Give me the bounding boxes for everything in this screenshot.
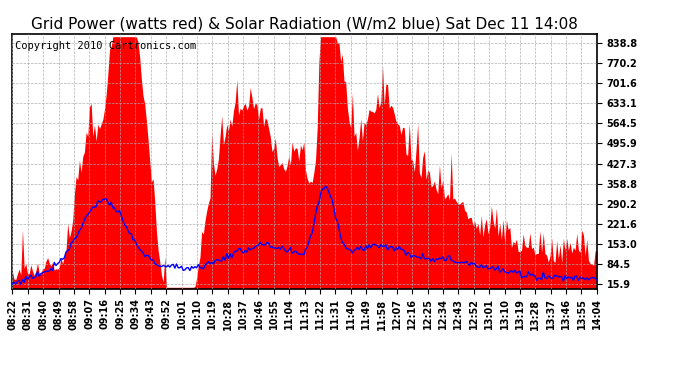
Text: Copyright 2010 Cartronics.com: Copyright 2010 Cartronics.com bbox=[15, 41, 197, 51]
Title: Grid Power (watts red) & Solar Radiation (W/m2 blue) Sat Dec 11 14:08: Grid Power (watts red) & Solar Radiation… bbox=[31, 16, 578, 31]
